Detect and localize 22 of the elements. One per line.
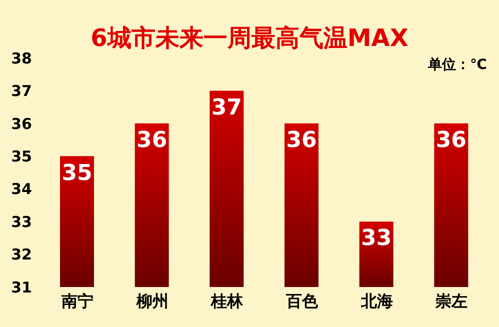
data-label: 36 — [286, 128, 317, 154]
y-tick-label: 36 — [11, 114, 32, 133]
x-tick-label: 崇左 — [434, 291, 468, 310]
data-label: 33 — [361, 226, 392, 252]
x-tick-label: 柳州 — [135, 291, 168, 310]
x-tick-label: 百色 — [284, 291, 319, 310]
data-label: 37 — [211, 95, 242, 120]
y-tick-label: 35 — [11, 147, 32, 166]
y-tick-label: 32 — [11, 246, 32, 264]
data-label: 36 — [136, 128, 168, 154]
y-tick-label: 38 — [11, 49, 32, 68]
x-tick-label: 北海 — [360, 291, 393, 310]
chart-title: 6城市未来一周最高气温MAX — [90, 24, 408, 52]
y-tick-label: 31 — [11, 278, 32, 296]
x-tick-label: 南宁 — [60, 291, 94, 310]
annotation: 单位：℃ — [428, 56, 487, 74]
y-tick-label: 33 — [11, 212, 32, 231]
x-tick-label: 桂林 — [210, 291, 244, 310]
y-tick-label: 34 — [11, 180, 32, 198]
data-label: 36 — [436, 128, 466, 154]
y-tick-label: 37 — [11, 82, 32, 100]
data-label: 35 — [62, 160, 92, 186]
